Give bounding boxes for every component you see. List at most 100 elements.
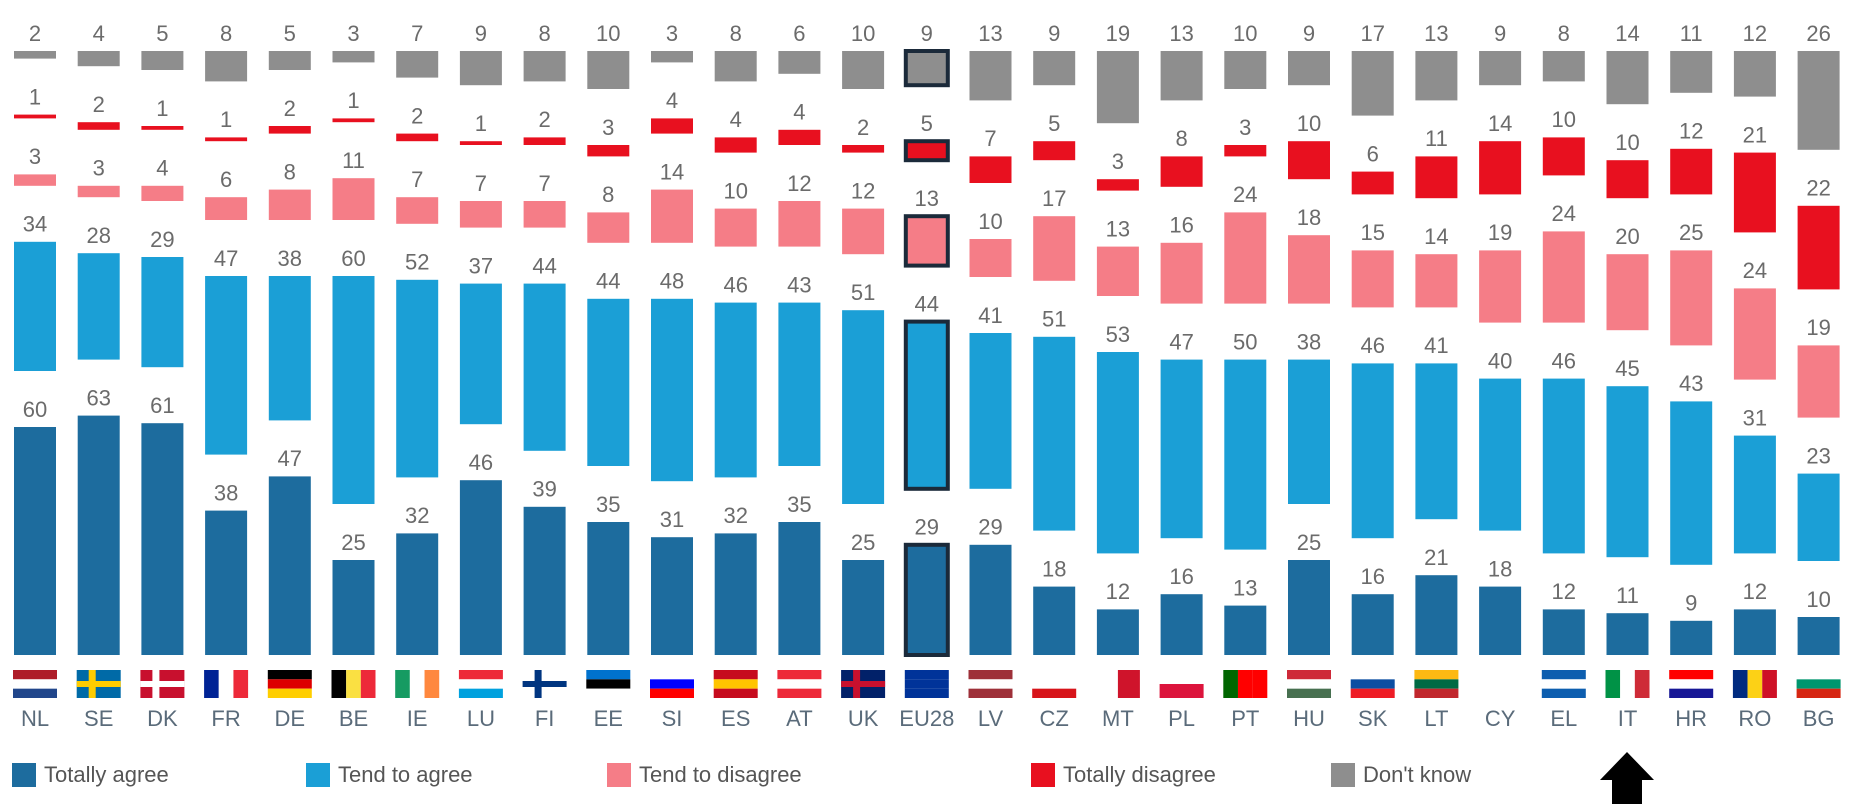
bar	[1670, 51, 1713, 93]
value-label: 11	[1680, 21, 1703, 46]
x-tick-label: SK	[1358, 706, 1388, 731]
flag	[1732, 670, 1748, 698]
flag	[586, 679, 631, 689]
flag	[650, 670, 694, 680]
value-label: 9	[475, 21, 487, 46]
value-label: 13	[1424, 21, 1448, 46]
bar	[1670, 148, 1713, 195]
value-label: 10	[1615, 130, 1639, 155]
bar	[969, 239, 1012, 277]
value-label: 43	[1679, 371, 1703, 396]
bar	[1033, 216, 1076, 281]
bar	[587, 145, 630, 157]
x-tick-label: IE	[407, 706, 428, 731]
bar	[1479, 586, 1522, 655]
value-label: 11	[1616, 583, 1639, 608]
bar	[1797, 473, 1840, 561]
bar	[714, 302, 757, 478]
value-label: 61	[150, 393, 174, 418]
value-label: 8	[730, 21, 742, 46]
value-label: 12	[1743, 579, 1767, 604]
flag	[1159, 670, 1204, 684]
bar	[1160, 359, 1203, 539]
bar	[1351, 363, 1394, 539]
bar	[1670, 250, 1713, 346]
flag	[1669, 670, 1714, 680]
value-label: 46	[723, 272, 747, 297]
bar	[1288, 141, 1330, 180]
bar	[587, 212, 630, 243]
value-label: 25	[851, 530, 875, 555]
value-label: 7	[411, 21, 423, 46]
x-tick-label: AT	[786, 706, 812, 731]
value-label: 6	[1367, 141, 1379, 166]
value-label: 63	[86, 385, 110, 410]
value-label: 2	[411, 103, 423, 128]
flag	[586, 670, 631, 680]
value-label: 19	[1488, 220, 1512, 245]
flag	[1237, 670, 1253, 698]
value-label: 10	[1233, 21, 1257, 46]
value-label: 38	[278, 246, 302, 271]
flag	[968, 679, 1013, 689]
bar	[268, 51, 311, 70]
value-label: 13	[1106, 216, 1130, 241]
flag	[841, 681, 886, 687]
bar	[651, 298, 693, 482]
bar	[205, 197, 248, 220]
value-label: 24	[1552, 201, 1576, 226]
x-tick-label: HU	[1293, 706, 1325, 731]
value-label: 18	[1297, 205, 1321, 230]
bar	[903, 214, 950, 268]
bar	[523, 137, 566, 145]
bar	[332, 51, 375, 63]
value-label: 16	[1360, 564, 1384, 589]
bar	[1415, 575, 1458, 655]
value-label: 29	[978, 515, 1002, 540]
flag	[586, 688, 631, 698]
bar	[1479, 51, 1522, 86]
bar	[1224, 145, 1267, 157]
bar	[1351, 250, 1394, 308]
bar	[1288, 560, 1330, 655]
value-label: 10	[723, 178, 747, 203]
bar	[903, 49, 950, 88]
x-tick-label: RO	[1738, 706, 1771, 731]
x-tick-label: ES	[721, 706, 750, 731]
flag	[650, 679, 694, 689]
value-label: 14	[660, 159, 684, 184]
value-label: 8	[284, 159, 296, 184]
bar	[141, 51, 184, 70]
value-label: 16	[1169, 213, 1193, 238]
bar	[523, 506, 566, 655]
flag	[267, 670, 312, 680]
value-label: 5	[284, 21, 296, 46]
bar	[903, 319, 950, 491]
value-label: 10	[596, 21, 620, 46]
value-label: 1	[347, 88, 359, 113]
flag	[360, 670, 376, 698]
value-label: 32	[405, 503, 429, 528]
bar	[1606, 254, 1649, 331]
bar	[523, 201, 566, 228]
value-label: 14	[1488, 111, 1512, 136]
flag	[1350, 670, 1395, 680]
legend-swatch	[1331, 763, 1355, 787]
flag	[904, 679, 949, 689]
value-label: 5	[921, 111, 933, 136]
flag	[1159, 684, 1204, 698]
bar	[1096, 179, 1139, 191]
flag	[968, 688, 1013, 698]
bar	[651, 51, 693, 63]
flag	[1478, 679, 1523, 689]
flag	[218, 670, 234, 698]
bar	[1224, 51, 1267, 89]
value-label: 13	[915, 186, 939, 211]
value-label: 28	[86, 223, 110, 248]
bar	[1224, 212, 1267, 304]
bar	[1351, 51, 1394, 116]
value-label: 37	[469, 253, 493, 278]
x-tick-label: HR	[1675, 706, 1707, 731]
flag	[1095, 670, 1118, 698]
